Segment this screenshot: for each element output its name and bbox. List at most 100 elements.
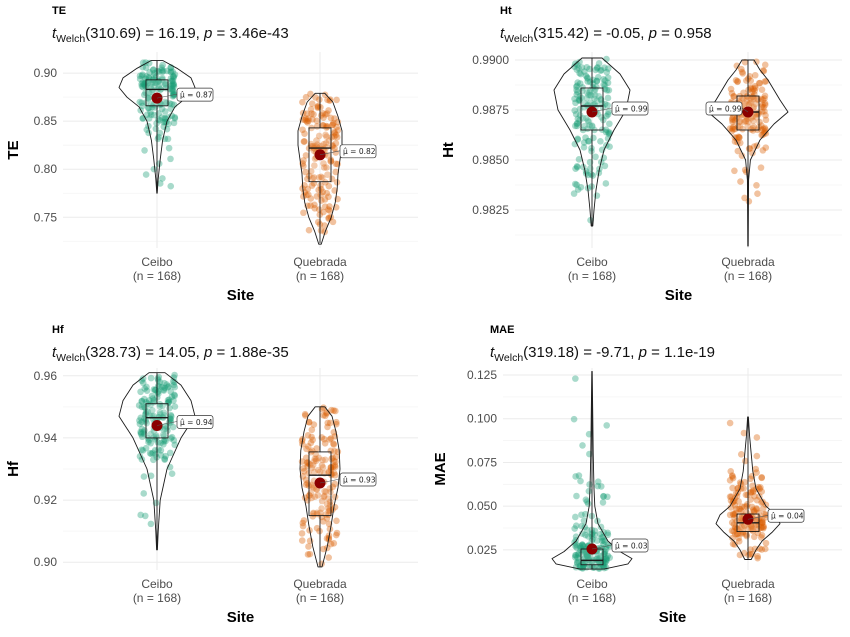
data-point — [582, 496, 590, 504]
data-point — [593, 64, 601, 72]
data-point — [751, 87, 758, 95]
x-tick-label: Quebrada — [293, 255, 347, 269]
data-point — [331, 115, 338, 122]
data-point — [594, 482, 602, 490]
data-point — [738, 152, 746, 159]
data-point — [167, 415, 174, 423]
y-tick-label: 0.90 — [34, 555, 58, 569]
panel-tag: Hf — [52, 324, 64, 336]
data-point — [313, 117, 321, 125]
data-point — [759, 505, 767, 512]
data-point — [574, 115, 582, 123]
data-point — [575, 472, 583, 479]
data-point — [572, 513, 579, 521]
data-point — [157, 446, 165, 454]
data-point — [164, 399, 171, 407]
data-point — [327, 114, 335, 122]
data-point — [160, 387, 168, 394]
data-point — [577, 70, 585, 78]
data-point — [170, 397, 177, 404]
data-point — [733, 505, 740, 513]
data-point — [583, 88, 591, 96]
data-point — [596, 565, 604, 572]
data-point — [747, 546, 754, 553]
data-point — [139, 71, 146, 78]
data-point — [302, 152, 310, 159]
mean-label-connector — [319, 150, 341, 156]
data-point — [750, 85, 757, 93]
panel-tag: MAE — [490, 324, 514, 336]
data-point — [730, 93, 737, 100]
mean-label: μ̂ = 0.87 — [180, 90, 213, 99]
data-point — [580, 163, 587, 171]
data-point — [744, 122, 752, 130]
data-point — [308, 433, 315, 441]
data-point — [321, 203, 329, 210]
data-point — [576, 80, 584, 87]
data-point — [750, 123, 758, 130]
data-point — [163, 423, 171, 431]
data-point — [580, 562, 587, 569]
data-point — [752, 111, 760, 118]
data-point — [325, 511, 332, 518]
data-point — [731, 117, 739, 124]
data-point — [327, 213, 335, 221]
violin-outline — [553, 57, 631, 227]
y-tick-label: 0.94 — [34, 431, 58, 445]
data-point — [311, 455, 319, 462]
data-point — [735, 538, 743, 545]
data-point — [755, 483, 762, 491]
data-point — [143, 111, 151, 119]
panel-ht: Ht tWelch(315.42) = -0.05, p = 0.958 0.982… — [440, 5, 842, 304]
data-point — [589, 84, 597, 91]
data-point — [731, 502, 739, 509]
data-point — [760, 523, 768, 530]
data-point — [169, 77, 177, 85]
data-point — [581, 548, 588, 555]
data-point — [141, 79, 149, 86]
data-point — [593, 192, 601, 199]
data-point — [748, 93, 756, 101]
data-point — [142, 444, 150, 452]
data-point — [326, 419, 334, 427]
mean-label-box — [176, 415, 214, 429]
data-point — [165, 144, 173, 152]
data-point — [583, 94, 590, 102]
data-point — [594, 478, 602, 485]
data-point — [604, 111, 612, 118]
data-point — [160, 67, 167, 75]
data-point — [169, 423, 177, 431]
mean-label-box — [611, 538, 649, 553]
x-tick-label: Ceibo — [576, 255, 608, 269]
data-point — [158, 66, 165, 74]
data-point — [157, 452, 165, 459]
data-point — [579, 542, 586, 549]
data-point — [323, 143, 330, 151]
data-point — [571, 180, 579, 188]
data-point — [330, 119, 337, 127]
data-point — [729, 116, 736, 124]
data-point — [604, 79, 612, 87]
data-point — [582, 510, 589, 518]
group-quebrada: μ̂ = 0.82 — [297, 90, 377, 245]
data-point — [313, 141, 321, 148]
data-point — [589, 80, 597, 87]
data-point — [571, 95, 578, 103]
data-point — [145, 77, 153, 84]
data-point — [595, 565, 602, 572]
data-point — [741, 194, 748, 202]
data-point — [746, 99, 753, 107]
data-point — [601, 538, 609, 545]
data-point — [150, 456, 157, 464]
data-point — [588, 144, 595, 152]
data-point — [736, 123, 744, 130]
data-point — [604, 65, 612, 72]
data-point — [333, 529, 341, 537]
data-point — [145, 129, 152, 137]
mean-label-connector — [741, 107, 749, 113]
data-point — [160, 426, 167, 434]
data-point — [588, 171, 595, 178]
data-point — [138, 72, 146, 80]
data-point — [167, 411, 175, 419]
data-point — [596, 556, 603, 563]
